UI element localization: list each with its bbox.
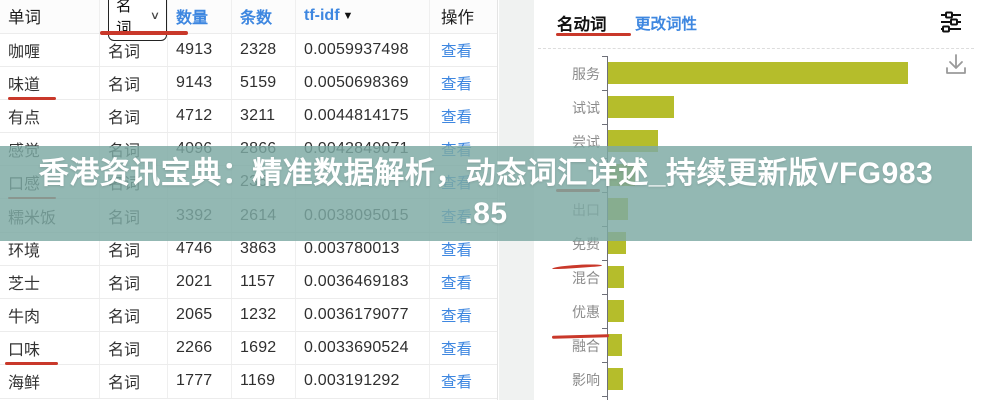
- view-link[interactable]: 查看: [441, 374, 473, 392]
- word-cell: 海鲜: [0, 365, 100, 398]
- table-header-row: 单词 名词 ∨ 数量 条数 tf-idf ▼ 操作: [0, 0, 497, 41]
- chart-category-label: 混合: [572, 270, 600, 286]
- word-cell: 牛肉: [0, 299, 100, 332]
- view-link[interactable]: 查看: [441, 341, 473, 359]
- sort-desc-icon: ▼: [342, 10, 354, 23]
- tab-noun-verb[interactable]: 名动词: [557, 16, 607, 34]
- view-link[interactable]: 查看: [441, 274, 473, 292]
- view-link[interactable]: 查看: [441, 241, 473, 259]
- chart-bar: [608, 368, 623, 390]
- word-cell: 环境: [0, 232, 100, 265]
- chart-category-label: 优惠: [572, 304, 600, 320]
- table-row: 味道 名词 9143 5159 0.0050698369 查看: [0, 66, 497, 100]
- pos-filter-dropdown[interactable]: 名词 ∨: [108, 0, 167, 41]
- word-cell: 味道: [0, 66, 100, 100]
- headline-line2: .85: [464, 196, 508, 230]
- chart-bar: [608, 96, 674, 118]
- table-row: 有点 名词 4712 3211 0.0044814175 查看: [0, 99, 497, 134]
- view-link[interactable]: 查看: [441, 75, 473, 93]
- word-cell: 咖喱: [0, 33, 100, 66]
- col-header-word: 单词: [0, 0, 100, 33]
- table-row: 口味 名词 2266 1692 0.0033690524 查看: [0, 332, 497, 366]
- filter-sliders-icon[interactable]: [940, 11, 962, 34]
- col-header-quantity[interactable]: 数量: [168, 0, 232, 33]
- table-row: 咖喱 名词 4913 2328 0.0059937498 查看: [0, 33, 497, 67]
- word-cell: 口味: [0, 332, 100, 366]
- table-row: 芝士 名词 2021 1157 0.0036469183 查看: [0, 265, 497, 299]
- tfidf-label: tf-idf: [304, 7, 340, 25]
- table-row: 环境 名词 4746 3863 0.003780013 查看: [0, 232, 497, 266]
- chart-category-label: 融合: [572, 338, 600, 354]
- table-row: 海鲜 名词 1777 1169 0.003191292 查看: [0, 365, 497, 399]
- chart-category-label: 试试: [572, 100, 600, 116]
- chart-bar: [608, 62, 908, 84]
- word-cell: 芝士: [0, 265, 100, 298]
- chart-category-label: 服务: [572, 66, 600, 82]
- red-underline-tab: [556, 32, 631, 36]
- col-header-action: 操作: [441, 9, 474, 28]
- chart-bar: [608, 300, 624, 322]
- word-cell: 有点: [0, 99, 100, 133]
- red-underline-pos-filter: [100, 31, 188, 35]
- chart-bar: [608, 266, 624, 288]
- view-link[interactable]: 查看: [441, 42, 473, 60]
- table-row: 牛肉 名词 2065 1232 0.0036179077 查看: [0, 299, 497, 333]
- headline-overlay-banner: 香港资讯宝典：精准数据解析，动态词汇详述_持续更新版VFG983 .85: [0, 146, 972, 241]
- chevron-down-icon: ∨: [149, 10, 161, 23]
- headline-line1: 香港资讯宝典：精准数据解析，动态词汇详述_持续更新版VFG983: [38, 156, 934, 190]
- chart-category-label: 影响: [572, 372, 600, 388]
- change-pos-link[interactable]: 更改词性: [635, 16, 698, 33]
- chart-bar: [608, 334, 622, 356]
- col-header-pos-filter: 名词 ∨: [100, 0, 168, 41]
- view-link[interactable]: 查看: [441, 308, 473, 326]
- download-icon[interactable]: [944, 53, 968, 78]
- col-header-tfidf[interactable]: tf-idf ▼: [296, 0, 430, 33]
- dashed-divider: [538, 48, 974, 49]
- col-header-count[interactable]: 条数: [232, 0, 296, 33]
- view-link[interactable]: 查看: [441, 108, 473, 126]
